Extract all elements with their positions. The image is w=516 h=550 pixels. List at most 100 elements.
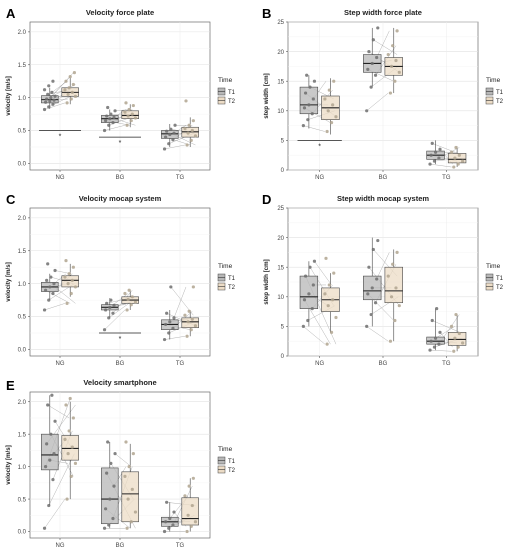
data-point: [113, 452, 117, 456]
data-point: [303, 91, 308, 95]
data-point: [185, 334, 189, 338]
data-point: [44, 100, 48, 104]
pair-line: [44, 498, 66, 529]
x-tick-label: BG: [116, 175, 125, 181]
data-point: [42, 107, 47, 112]
data-point: [302, 298, 307, 302]
significance-marker: *: [119, 336, 122, 343]
panel-letter: C: [6, 192, 16, 207]
y-tick-label: 15: [277, 265, 284, 271]
data-point: [456, 345, 460, 349]
data-point: [334, 315, 338, 320]
panel-b: B Step width force plate 0 5 10 15 20 25 NG BG TG s…: [262, 6, 504, 181]
pair-line: [376, 30, 390, 58]
data-point: [324, 256, 328, 260]
data-point: [68, 396, 72, 401]
x-tick-label: BG: [116, 543, 125, 549]
data-point: [193, 324, 198, 328]
box-t2: [121, 471, 139, 523]
data-point: [48, 458, 52, 462]
data-point: [133, 300, 138, 304]
pair-line: [104, 309, 126, 330]
data-point: [187, 484, 191, 488]
data-point: [48, 285, 52, 289]
panel-letter: D: [262, 192, 271, 207]
data-point: [51, 102, 55, 106]
data-point: [52, 282, 56, 286]
data-point: [323, 97, 327, 101]
y-tick-label: 0.5: [18, 497, 27, 503]
y-tick-label: 2.0: [18, 30, 27, 36]
data-point: [42, 88, 47, 92]
y-tick-label: 10: [277, 295, 284, 301]
data-point: [449, 150, 454, 154]
data-point: [453, 156, 457, 160]
data-point: [393, 318, 397, 323]
data-point: [433, 150, 438, 154]
legend-title: Time: [218, 263, 233, 270]
data-point: [104, 507, 108, 511]
panel-letter: E: [6, 378, 15, 393]
data-point: [50, 90, 54, 94]
data-point: [311, 97, 315, 101]
data-point: [126, 114, 130, 118]
data-point: [376, 26, 380, 30]
y-axis-label: step width [cm]: [263, 73, 270, 118]
data-point: [162, 337, 167, 342]
data-point: [47, 105, 51, 109]
data-point: [165, 129, 169, 133]
data-point: [432, 159, 437, 163]
data-point: [102, 526, 107, 530]
pair-line: [164, 144, 185, 150]
data-point: [69, 97, 73, 101]
legend-label: T1: [228, 90, 236, 96]
data-point: [373, 73, 378, 77]
data-point: [73, 285, 78, 289]
data-point: [365, 324, 369, 328]
data-point: [184, 99, 188, 103]
data-point: [310, 307, 314, 311]
data-point: [183, 126, 187, 131]
data-point: [323, 292, 327, 296]
data-point: [52, 98, 56, 102]
data-point: [432, 345, 437, 349]
data-point: [429, 339, 433, 343]
data-point: [164, 135, 168, 139]
legend-label: T1: [496, 276, 504, 282]
data-point: [71, 82, 75, 87]
data-point: [63, 275, 67, 279]
x-tick-label: BG: [379, 361, 388, 367]
data-point: [46, 262, 50, 266]
data-point: [107, 523, 111, 527]
data-point: [106, 105, 110, 110]
data-point: [108, 305, 112, 309]
data-point: [371, 247, 375, 252]
legend-label: T1: [228, 459, 236, 465]
data-point: [325, 129, 329, 134]
data-point: [48, 99, 52, 103]
data-point: [388, 339, 393, 343]
data-point: [375, 55, 379, 60]
data-point: [65, 301, 69, 305]
data-point: [162, 147, 167, 151]
data-point: [430, 141, 434, 145]
data-point: [124, 101, 128, 105]
data-point: [105, 301, 109, 305]
box-t2: [384, 266, 403, 304]
y-axis-label: velocity [m/s]: [5, 76, 12, 116]
data-point: [329, 330, 334, 334]
data-point: [369, 85, 373, 89]
data-point: [165, 311, 169, 315]
x-tick-label: NG: [315, 175, 324, 181]
data-point: [49, 275, 53, 279]
x-tick-label: BG: [379, 175, 388, 181]
data-point: [69, 474, 73, 478]
data-point: [375, 277, 379, 281]
significance-marker: *: [318, 143, 321, 150]
data-point: [457, 331, 461, 336]
data-point: [171, 138, 175, 142]
data-point: [123, 474, 127, 478]
data-point: [172, 131, 176, 135]
data-point: [63, 437, 67, 441]
legend-label: T2: [496, 285, 504, 291]
